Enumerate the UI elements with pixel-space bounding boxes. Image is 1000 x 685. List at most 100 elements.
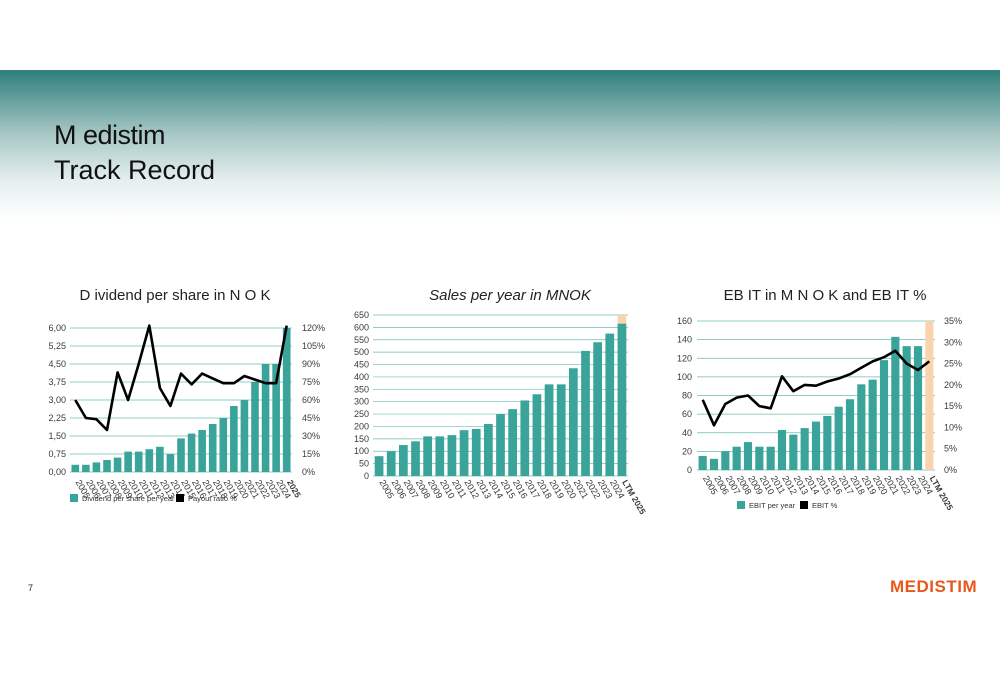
ebit-y2tick-label: 35% [944,316,962,326]
dividend-bar [251,382,259,472]
ebit-ytick-label: 20 [682,446,692,456]
ebit-y2tick-label: 30% [944,337,962,347]
sales-bar [398,445,408,476]
dividend-bar [187,433,196,472]
ebit-y2tick-label: 10% [944,422,962,432]
header-banner [0,70,1000,220]
sales-ytick-label: 200 [354,421,369,431]
sales-bar [508,409,518,476]
dividend-y2tick-label: 0% [302,467,315,477]
dividend-y2tick-label: 60% [302,395,320,405]
dividend-y2tick-label: 75% [302,377,320,387]
ebit-legend-swatch [737,501,745,509]
sales-ytick-label: 50 [359,459,369,469]
sales-bar [423,436,433,476]
sales-ytick-label: 0 [364,471,369,481]
dividend-bar [272,364,280,472]
dividend-y2tick-label: 105% [302,341,325,351]
sales-bar [544,384,554,476]
ebit-ytick-label: 100 [677,372,692,382]
dividend-bar [240,400,249,472]
ebit-bar [857,384,866,470]
sales-ytick-label: 150 [354,434,369,444]
dividend-bar [124,451,132,472]
ebit-y2tick-label: 15% [944,401,962,411]
ebit-bar [709,458,719,470]
page-number: 7 [28,583,34,593]
dividend-ytick-label: 6,00 [48,323,66,333]
ebit-ytick-label: 40 [682,428,692,438]
dividend-ytick-label: 0,75 [48,449,66,459]
sales-bar [532,394,542,476]
ebit-bar [868,379,877,470]
sales-ytick-label: 650 [354,310,369,320]
dividend-bar [230,406,238,472]
ebit-line-series [701,349,931,427]
ebit-bar [823,415,832,470]
sales-bar [471,428,481,476]
sales-bar [568,368,578,476]
dividend-y2tick-label: 120% [302,323,325,333]
sales-bar [447,435,457,476]
dividend-bar [145,449,154,472]
dividend-line-series [74,324,288,432]
ebit-bar [789,434,798,470]
ebit-bar [879,360,889,470]
ebit-bar [743,442,753,470]
sales-bar [374,456,384,476]
ebit-legend-swatch [800,501,808,509]
ebit-y2tick-label: 0% [944,465,957,475]
sales-bar [483,423,493,476]
sales-bar [605,333,615,476]
sales-ytick-label: 600 [354,322,369,332]
ebit-bar [845,399,855,470]
sales-ytick-label: 400 [354,372,369,382]
ebit-bar [811,421,821,470]
sales-bar [435,436,445,476]
ebit-y2tick-label: 20% [944,380,962,390]
dividend-bar [82,464,90,472]
ebit-ytick-label: 80 [682,391,692,401]
ebit-highlight-band [925,321,934,470]
sales-bar [520,400,530,476]
ebit-bar [721,451,730,470]
ebit-bar [698,456,707,470]
dividend-y2tick-label: 30% [302,431,320,441]
dividend-y2tick-label: 45% [302,413,320,423]
dividend-legend-label: Payout ratio % [188,494,237,503]
ebit-bar [834,406,843,470]
sales-chart-title: Sales per year in MNOK [429,287,591,304]
dividend-legend-label: Dividend per share per year [82,494,175,503]
ebit-bar [891,336,900,470]
dividend-bar [208,424,217,472]
medistim-logo: MEDISTIM [890,577,978,596]
dividend-chart-title: D ividend per share in N O K [79,287,271,304]
dividend-bar [282,328,291,472]
ebit-chart-title: EB IT in M N O K and EB IT % [723,287,927,304]
ebit-bar [732,446,741,470]
ebit-bar [913,346,923,470]
sales-bar [386,451,396,476]
ebit-y2tick-label: 25% [944,359,962,369]
ebit-y2tick-label: 5% [944,444,957,454]
sales-ytick-label: 250 [354,409,369,419]
sales-ytick-label: 550 [354,335,369,345]
ebit-ytick-label: 160 [677,316,692,326]
sales-bar [459,430,469,476]
sales-ytick-label: 450 [354,360,369,370]
dividend-bar [166,454,175,472]
dividend-ytick-label: 3,00 [48,395,66,405]
dividend-ytick-label: 3,75 [48,377,66,387]
dividend-ytick-label: 4,50 [48,359,66,369]
dividend-bar [219,418,228,472]
dividend-ytick-label: 1,50 [48,431,66,441]
sales-bar [411,441,420,476]
dividend-y2tick-label: 90% [302,359,320,369]
dividend-ytick-label: 0,00 [48,467,66,477]
ebit-bar [777,429,787,470]
dividend-bar [156,446,164,472]
ebit-ytick-label: 140 [677,335,692,345]
ebit-bar [766,446,775,470]
ebit-bar [755,446,764,470]
